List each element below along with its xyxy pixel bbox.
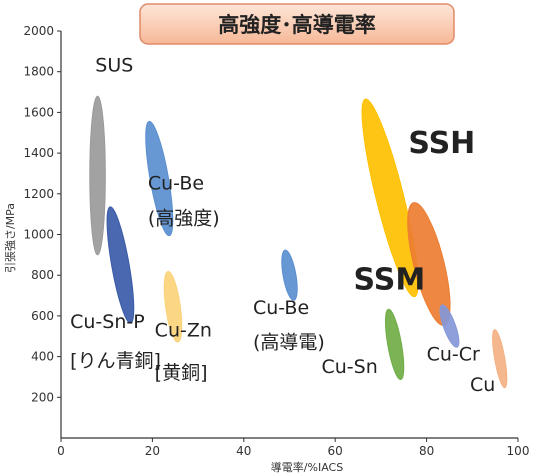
region-label: (高強度) xyxy=(148,207,220,229)
region-label: [黄銅] xyxy=(155,362,208,384)
x-tick-label: 40 xyxy=(236,444,251,458)
x-tick-label: 100 xyxy=(507,444,530,458)
region-label: Cu-Sn xyxy=(321,356,377,378)
axis-ticks-layer: 0 20 40 60 80 100 200 400 600 800 1000 1200 1400 1600… xyxy=(23,24,529,458)
chart-title-box: 高強度･高導電率 xyxy=(139,3,455,45)
x-tick-label: 0 xyxy=(57,444,65,458)
chart-title-background xyxy=(139,3,455,45)
y-tick-label: 1400 xyxy=(23,146,54,160)
y-axis-label: 引張強さ/MPa xyxy=(3,203,17,273)
y-tick-label: 1200 xyxy=(23,187,54,201)
region-label: Cu-Zn xyxy=(155,319,212,341)
y-tick-label: 1800 xyxy=(23,65,54,79)
y-tick-label: 600 xyxy=(31,309,54,323)
region-label: SSM xyxy=(353,262,425,297)
y-tick-label: 2000 xyxy=(23,24,54,38)
x-tick-label: 80 xyxy=(419,444,434,458)
x-axis-label: 導電率/%IACS xyxy=(271,460,343,474)
region-ellipse-cu-be xyxy=(281,249,298,301)
region-label: Cu-Be xyxy=(253,297,309,319)
region-label: [りん青銅] xyxy=(70,350,161,372)
x-tick-label: 20 xyxy=(145,444,160,458)
region-ellipse-cu-sn xyxy=(384,308,405,380)
region-label: Cu xyxy=(470,374,495,396)
region-ellipse-cu-zn xyxy=(163,270,183,343)
region-label: (高導電) xyxy=(253,331,325,353)
region-label: Cu-Be xyxy=(148,173,204,195)
x-tick-label: 60 xyxy=(328,444,343,458)
y-tick-label: 1000 xyxy=(23,228,54,242)
chart-title: 高強度･高導電率 xyxy=(218,13,376,37)
region-ellipse-cu xyxy=(492,329,508,389)
region-ellipse-cu-sn-p xyxy=(106,206,135,324)
region-label: Cu-Sn-P xyxy=(70,311,145,333)
region-label: Cu-Cr xyxy=(427,344,480,366)
region-ellipse-ssh xyxy=(361,98,419,298)
region-ellipse-cu-be xyxy=(145,120,174,237)
region-labels-layer: SUS Cu-Be (高強度) Cu-Sn-P [りん青銅] Cu-Zn [黄銅] Cu-Be… xyxy=(70,55,495,396)
region-label: SSH xyxy=(408,126,475,161)
plot-area xyxy=(60,31,518,439)
y-tick-label: 200 xyxy=(31,390,54,404)
regions-layer xyxy=(89,95,508,389)
region-label: SUS xyxy=(95,55,133,77)
y-tick-label: 400 xyxy=(31,350,54,364)
y-tick-label: 800 xyxy=(31,268,54,282)
region-ellipse-sus xyxy=(89,95,106,256)
y-tick-label: 1600 xyxy=(23,105,54,119)
region-ellipse-cu-cr xyxy=(439,304,460,348)
